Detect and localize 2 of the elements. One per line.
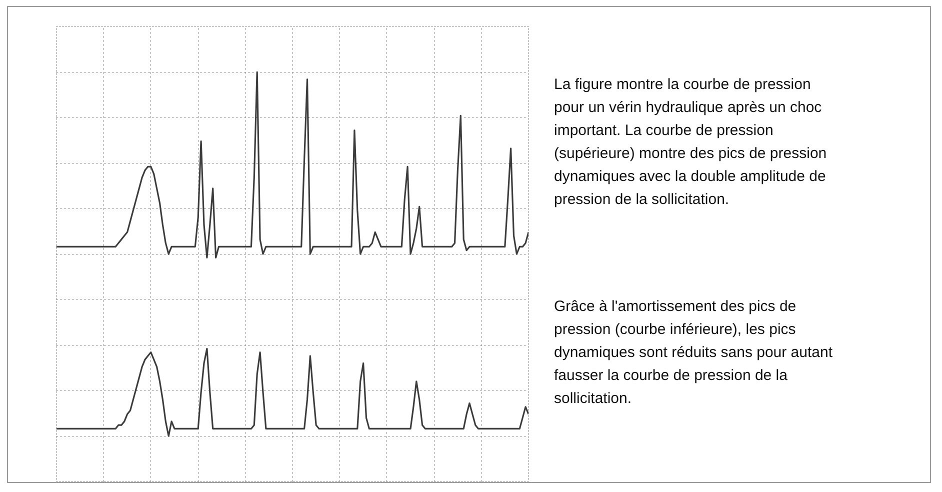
text: Grâce à l'amortissement des pics de pression (courbe inférieure), les pics dynamiques sont réduits sans pour autant fausser la courbe de pression de la sollicitation. — [554, 297, 834, 409]
text: La figure montre la courbe de pression pour un vérin hydraulique après un choc important. La courbe de pression (supérieure) montre des pics de pression dynamiques avec la double amplitude de pression de la sollicitation. — [554, 75, 828, 210]
